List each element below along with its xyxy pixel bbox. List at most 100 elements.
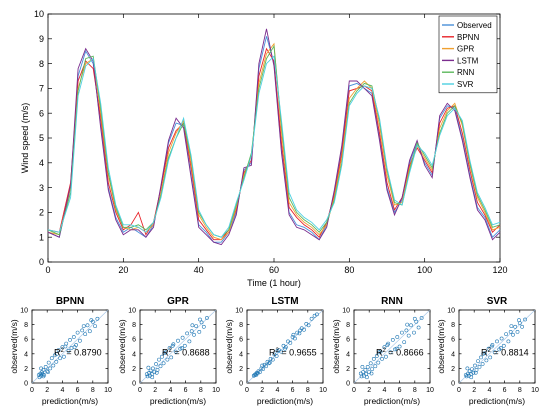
y-tick-label: 0 <box>451 380 455 387</box>
x-tick-label: 40 <box>194 265 204 275</box>
scatter-point <box>469 375 474 380</box>
scatter-point <box>498 346 503 350</box>
scatter-point <box>95 316 100 321</box>
scatter-point <box>298 328 303 333</box>
series-line-bpnn <box>47 47 501 241</box>
axes-frame <box>353 309 431 384</box>
scatter-point <box>43 364 48 369</box>
scatter-point <box>479 355 483 360</box>
scatter-point <box>390 337 395 342</box>
scatter-point <box>63 344 68 349</box>
x-axis-label: Time (1 hour) <box>247 278 301 288</box>
r-squared-sup: 2 <box>169 348 173 354</box>
y-tick-label: 7 <box>39 84 44 94</box>
y-tick-label: 5 <box>39 133 44 143</box>
scatter-point <box>480 362 485 366</box>
y-tick-label: 8 <box>24 322 28 329</box>
scatter-point <box>473 370 478 375</box>
scatter-title: LSTM <box>271 296 298 307</box>
y-tick-label: 0 <box>24 380 28 387</box>
scatter-point <box>504 332 509 337</box>
x-tick-label: 0 <box>45 265 50 275</box>
x-tick-label: 6 <box>184 387 188 394</box>
x-axis-label: prediction(m/s) <box>150 396 206 406</box>
y-tick-label: 10 <box>128 307 136 314</box>
scatter-point <box>80 328 85 333</box>
series-line-lstm <box>47 28 501 246</box>
scatter-point <box>506 339 511 344</box>
scatter-point <box>45 369 50 374</box>
scatter-point <box>476 359 480 364</box>
x-tick-label: 2 <box>367 387 371 394</box>
scatter-point <box>197 329 202 334</box>
y-axis-label: Wind speed (m/s) <box>20 103 30 174</box>
scatter-point <box>513 324 518 329</box>
scatter-point <box>72 345 77 350</box>
scatter-point <box>469 367 474 372</box>
scatter-point <box>419 316 424 320</box>
scatter-point <box>486 346 491 351</box>
scatter-point <box>416 325 421 330</box>
y-tick-label: 6 <box>132 337 136 344</box>
scatter-point <box>83 332 88 337</box>
scatter-point <box>275 348 280 353</box>
scatter-point <box>58 356 63 361</box>
x-tick-label: 6 <box>398 387 402 394</box>
scatter-point <box>380 356 385 361</box>
scatter-point <box>501 343 506 348</box>
x-tick-label: 8 <box>91 387 95 394</box>
r-squared-annotation: R2 = 0.8666 <box>376 347 424 357</box>
scatter-point <box>192 332 196 337</box>
scatter-title: RNN <box>381 296 403 307</box>
x-tick-label: 0 <box>245 387 249 394</box>
scatter-point <box>75 330 80 335</box>
y-axis-label: observed(m/s) <box>436 319 446 373</box>
x-tick-label: 4 <box>275 387 279 394</box>
scatter-point <box>152 370 157 375</box>
x-tick-label: 100 <box>417 265 432 275</box>
scatter-point <box>87 329 92 334</box>
y-tick-label: 2 <box>24 366 28 373</box>
scatter-point <box>365 364 370 369</box>
scatter-point <box>412 330 416 335</box>
scatter-point <box>154 370 159 375</box>
scatter-point <box>309 316 314 321</box>
scatter-title: SVR <box>487 296 508 307</box>
scatter-point <box>404 328 409 333</box>
scatter-point <box>89 318 94 323</box>
y-tick-label: 6 <box>239 337 243 344</box>
scatter-point <box>374 354 379 358</box>
x-tick-label: 10 <box>104 387 112 394</box>
scatter-point <box>302 327 306 332</box>
scatter-point <box>146 365 151 370</box>
x-tick-label: 120 <box>492 265 507 275</box>
y-tick-label: 8 <box>346 322 350 329</box>
x-axis-label: prediction(m/s) <box>364 396 420 406</box>
r-squared-r: R <box>54 347 61 357</box>
axes-frame <box>458 309 536 384</box>
scatter-point <box>399 330 404 335</box>
y-tick-label: 6 <box>24 337 28 344</box>
scatter-point <box>409 323 413 328</box>
scatter-point <box>81 324 86 329</box>
scatter-point <box>270 357 275 362</box>
x-tick-label: 4 <box>382 387 386 394</box>
scatter-point <box>368 361 373 366</box>
x-tick-label: 20 <box>118 265 128 275</box>
axes-frame <box>31 309 109 384</box>
scatter-point <box>41 374 46 379</box>
scatter-point <box>364 372 369 377</box>
scatter-point <box>93 324 98 329</box>
scatter-point <box>170 343 175 348</box>
scatter-point <box>274 354 279 358</box>
scatter-point <box>267 361 271 366</box>
scatter-point <box>46 370 50 375</box>
scatter-point <box>150 366 155 371</box>
x-axis-label: prediction(m/s) <box>42 396 98 406</box>
scatter-point <box>292 336 297 341</box>
r-squared-sup: 2 <box>276 348 280 354</box>
scatter-point <box>194 324 199 329</box>
scatter-point <box>359 374 364 379</box>
